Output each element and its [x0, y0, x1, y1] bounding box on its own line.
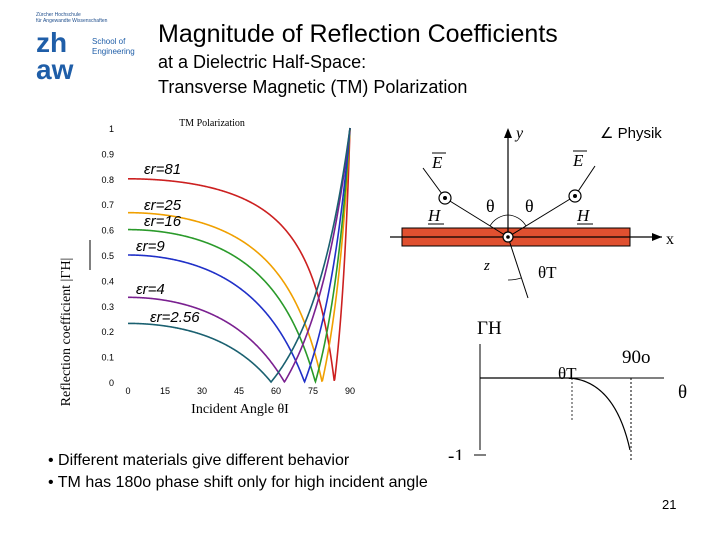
physik-label: ∠ Physik [600, 125, 662, 142]
gamma-h-label: ΓH [477, 318, 502, 339]
y-tick-label: 0.7 [101, 200, 114, 210]
incident-h-label: H [427, 206, 442, 225]
bullet-item: • Different materials give different beh… [48, 452, 350, 469]
y-axis-text: y [514, 125, 524, 142]
y-tick-label: 0.1 [101, 353, 114, 363]
x-tick-label: 75 [308, 386, 318, 396]
bullet-text: Different materials give different behav… [58, 452, 350, 469]
minus-one-label: -1 [448, 446, 464, 460]
logo-caption-line: für Angewandte Wissenschaften [36, 18, 108, 24]
x-tick-label: 30 [197, 386, 207, 396]
incident-ray [444, 197, 509, 238]
theta-axis-label: θ [678, 382, 687, 403]
logo-caption-line: Zürcher Hochschule [36, 12, 81, 18]
x-tick-label: 45 [234, 386, 244, 396]
reflection-diagram: x y ∠ Physik E E H H θ θ z θT ΓH θT 90o … [390, 125, 687, 460]
y-tick-label: 0.2 [101, 327, 114, 337]
reflected-h-dot-center [573, 194, 577, 198]
curve-label-25: εr=25 [144, 197, 182, 214]
origin-z-dot-center [506, 235, 510, 239]
series-line [128, 127, 351, 385]
logo-mark-bottom: aw [36, 54, 74, 82]
logo-mark-top: zh [36, 30, 67, 58]
series-line [128, 127, 351, 384]
slide-subtitle: at a Dielectric Half-Space: Transverse M… [158, 50, 467, 100]
transmitted-angle-arc [507, 277, 522, 281]
zhaw-logo: zh aw School of Engineering [36, 30, 135, 82]
series-line [127, 127, 351, 384]
reflection-chart: TM Polarization Reflection coefficient |… [59, 118, 355, 417]
slide-title: Magnitude of Reflection Coefficients [158, 20, 558, 48]
x-axis-text: x [666, 231, 674, 248]
subtitle-line: at a Dielectric Half-Space: [158, 52, 367, 72]
series-line [128, 127, 351, 384]
y-tick-label: 0.6 [101, 226, 114, 236]
gamma-curve [480, 377, 631, 451]
curve-label-16: εr=16 [144, 213, 182, 230]
y-tick-label: 0.8 [101, 175, 114, 185]
y-tick-label: 0.4 [101, 276, 114, 286]
y-axis-label: Reflection coefficient |ΓH| [59, 258, 74, 407]
chart-title: TM Polarization [179, 118, 245, 129]
transmitted-theta: θT [538, 263, 557, 282]
subtitle-line: Transverse Magnetic (TM) Polarization [158, 77, 468, 97]
y-tick-label: 0.9 [101, 149, 114, 159]
x-tick-label: 90 [345, 386, 355, 396]
x-tick-label: 15 [160, 386, 170, 396]
x-tick-label: 0 [125, 386, 130, 396]
reflected-e-label: E [572, 151, 584, 170]
reflected-h-label: H [576, 206, 591, 225]
bullet-list: • Different materials give different beh… [48, 450, 428, 494]
x-axis-label: Incident Angle θI [191, 402, 289, 417]
y-tick-label: 0.3 [101, 302, 114, 312]
logo-school-line: School of [92, 37, 126, 46]
curve-label-9: εr=9 [136, 238, 165, 255]
logo-caption: Zürcher Hochschule für Angewandte Wissen… [36, 12, 107, 24]
x-axis-arrow [652, 233, 662, 241]
theta-t-axis-label: θT [558, 364, 577, 383]
y-axis-arrow [504, 128, 512, 138]
curve-label-4: εr=4 [136, 281, 165, 298]
bullet-text: TM has 180o phase shift only for high in… [57, 474, 428, 491]
ninety-degree-label: 90o [622, 347, 651, 368]
x-tick-label: 60 [271, 386, 281, 396]
series-line [128, 127, 351, 383]
y-tick-label: 1 [109, 124, 114, 134]
incident-h-dot-center [443, 196, 447, 200]
incident-angle-arc [489, 214, 509, 227]
reflected-angle-arc [507, 214, 527, 227]
y-tick-label: 0.5 [101, 251, 114, 261]
reflected-ray [507, 195, 576, 238]
curve-label-2-56: εr=2.56 [150, 309, 200, 326]
incident-theta: θ [486, 196, 495, 216]
z-axis-text: z [483, 258, 490, 274]
page-number: 21 [662, 497, 677, 512]
logo-school-line: Engineering [92, 47, 135, 56]
series-line [128, 127, 351, 382]
y-tick-label: 0 [109, 378, 114, 388]
incident-e-label: E [431, 153, 443, 172]
transmitted-ray [507, 236, 529, 299]
reflected-theta: θ [525, 196, 534, 216]
curve-label-81: εr=81 [144, 161, 181, 178]
bullet-item: • TM has 180o phase shift only for high … [48, 474, 428, 491]
